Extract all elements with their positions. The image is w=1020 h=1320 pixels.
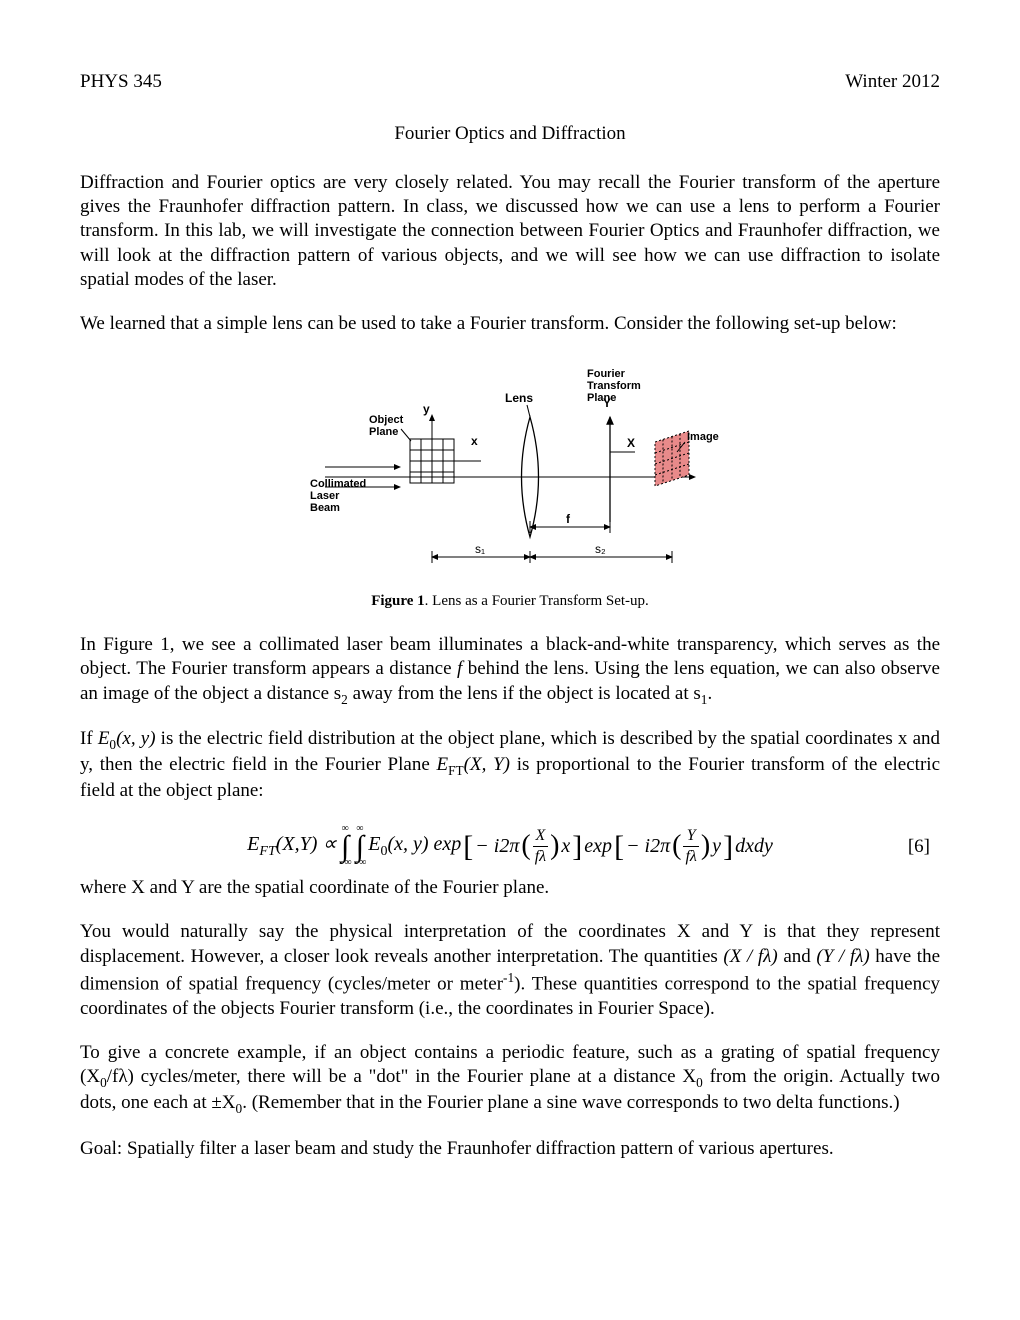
lens-icon: Lens xyxy=(505,391,539,537)
ft-plane-icon: Y X Fourier Transform Plane xyxy=(587,368,644,522)
equation-6: EFT(X,Y) ∝ ∞ ∫ −∞ ∞ ∫ −∞ E0(x, y) exp [ … xyxy=(80,823,940,870)
intro-paragraph: Diffraction and Fourier optics are very … xyxy=(80,171,940,293)
svg-text:Object Plane: Object Plane xyxy=(369,414,406,438)
paragraph-7: To give a concrete example, if an object… xyxy=(80,1041,940,1117)
paragraph-4: If E0(x, y) is the electric field distri… xyxy=(80,727,940,803)
svg-text:y: y xyxy=(423,402,430,416)
svg-text:Image: Image xyxy=(687,431,719,443)
svg-text:x: x xyxy=(471,434,478,448)
image-icon: Image xyxy=(655,430,719,485)
equation-number: [6] xyxy=(908,835,930,859)
header-right: Winter 2012 xyxy=(845,70,940,94)
svg-text:s₂: s₂ xyxy=(595,542,606,556)
paragraph-5: where X and Y are the spatial coordinate… xyxy=(80,876,940,900)
svg-text:Fourier Transform: Fourier Transform Plane xyxy=(587,368,644,404)
lead-in-paragraph: We learned that a simple lens can be use… xyxy=(80,312,940,336)
paragraph-3: In Figure 1, we see a collimated laser b… xyxy=(80,633,940,707)
svg-text:X: X xyxy=(627,436,635,450)
figure-caption-bold: Figure 1 xyxy=(371,593,424,609)
goal-paragraph: Goal: Spatially filter a laser beam and … xyxy=(80,1137,940,1161)
page-title: Fourier Optics and Diffraction xyxy=(80,122,940,146)
svg-text:s₁: s₁ xyxy=(475,542,485,556)
svg-text:Lens: Lens xyxy=(505,391,533,405)
header-left: PHYS 345 xyxy=(80,70,162,94)
svg-text:f: f xyxy=(566,512,571,526)
figure-1-caption: Figure 1. Lens as a Fourier Transform Se… xyxy=(80,592,940,611)
figure-1: Collimated Laser Beam y x Object Plane L… xyxy=(80,357,940,584)
label-collimated: Collimated Laser Beam xyxy=(310,478,369,514)
figure-caption-rest: . Lens as a Fourier Transform Set-up. xyxy=(425,593,649,609)
object-plane-icon: y x Object Plane xyxy=(369,402,481,483)
paragraph-6: You would naturally say the physical int… xyxy=(80,920,940,1021)
